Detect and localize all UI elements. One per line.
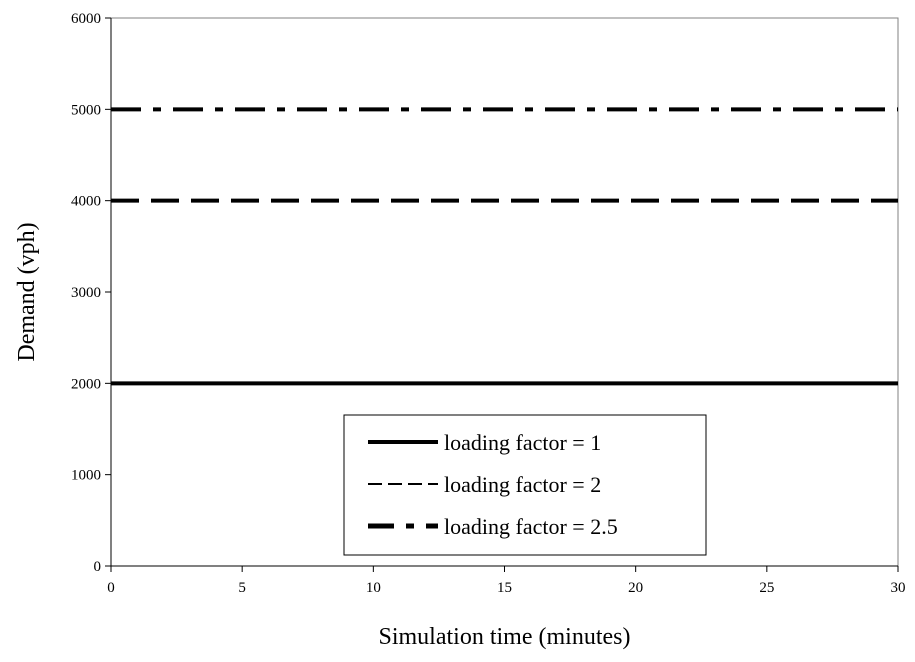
series-layer [111, 107, 898, 386]
legend: loading factor = 1 loading factor = 2 load… [343, 414, 707, 556]
y-tick-label: 6000 [71, 11, 101, 27]
x-tick-label: 25 [759, 580, 774, 596]
legend-label-2: loading factor = 2 [444, 472, 601, 497]
x-tick-label: 0 [107, 580, 115, 596]
y-tick-label: 1000 [71, 468, 101, 484]
x-axis-title: Simulation time (minutes) [379, 624, 631, 650]
y-tick-label: 2000 [71, 376, 101, 392]
y-tick-label: 5000 [71, 102, 101, 118]
y-tick-label: 0 [94, 559, 102, 575]
y-axis: 0 1000 2000 3000 4000 5000 6000 [71, 11, 111, 575]
legend-label-3: loading factor = 2.5 [444, 514, 618, 539]
x-tick-label: 15 [497, 580, 512, 596]
x-tick-label: 30 [891, 580, 906, 596]
x-tick-label: 10 [366, 580, 381, 596]
y-tick-label: 3000 [71, 285, 101, 301]
legend-box [343, 414, 707, 556]
y-tick-label: 4000 [71, 194, 101, 210]
x-axis: 0 5 10 15 20 25 30 [107, 566, 906, 596]
legend-label-1: loading factor = 1 [444, 430, 601, 455]
x-tick-label: 20 [628, 580, 643, 596]
x-tick-label: 5 [238, 580, 246, 596]
y-axis-title: Demand (vph) [14, 222, 40, 361]
